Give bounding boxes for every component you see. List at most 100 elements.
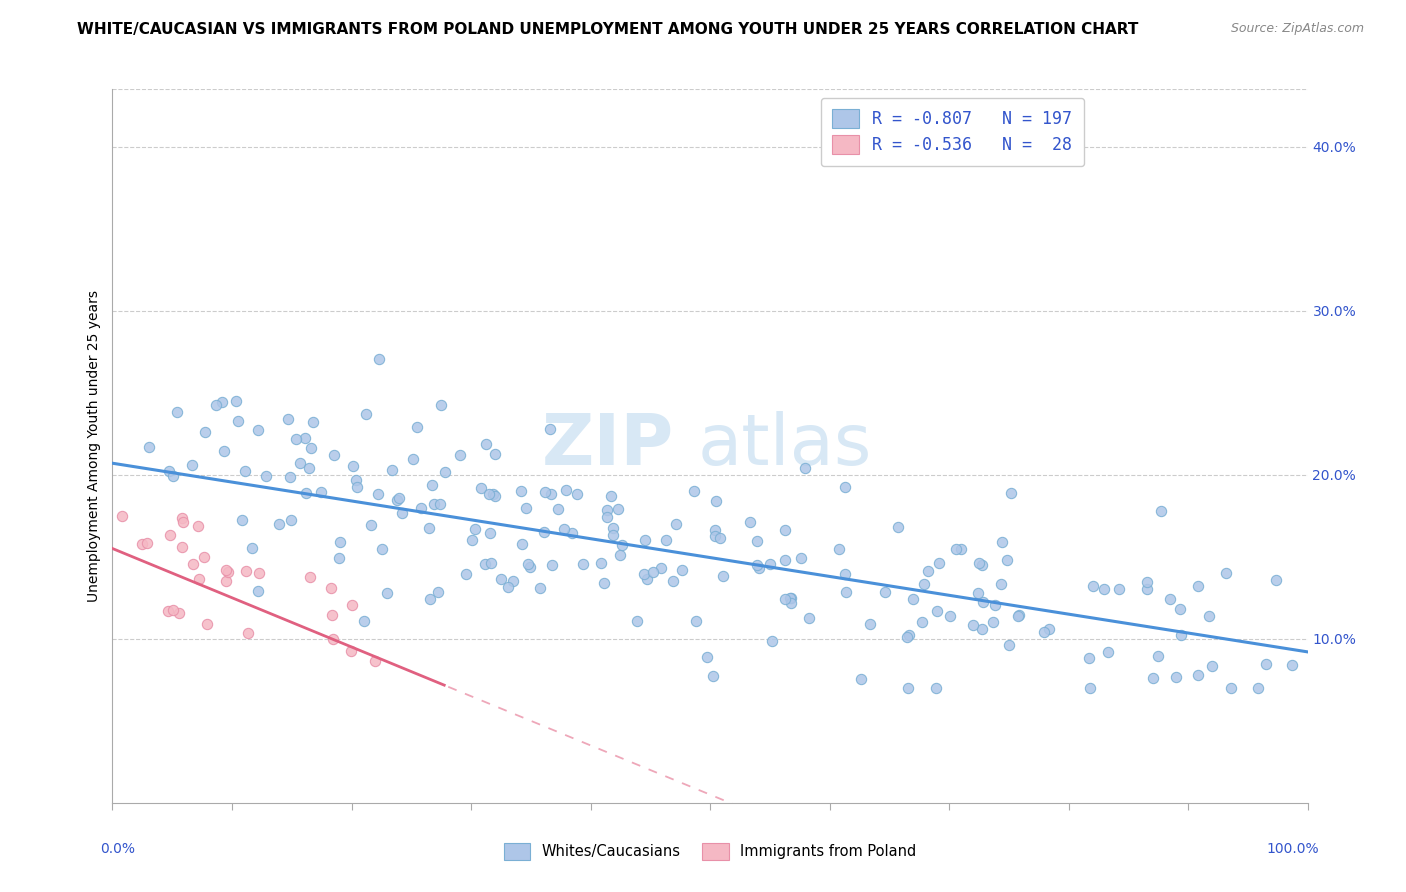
Point [873, 584, 896, 599]
Point [928, 556, 950, 570]
Point [449, 448, 471, 462]
Point [547, 501, 569, 516]
Point [157, 604, 180, 618]
Point [484, 489, 506, 503]
Text: 100.0%: 100.0% [1267, 842, 1320, 856]
Text: atlas: atlas [699, 411, 873, 481]
Point [409, 500, 432, 515]
Point [553, 522, 575, 536]
Point [298, 460, 321, 475]
Point [285, 432, 308, 446]
Point [990, 577, 1012, 591]
Point [1136, 574, 1159, 589]
Point [758, 557, 780, 571]
Point [1281, 657, 1303, 672]
Point [406, 419, 429, 434]
Point [972, 558, 994, 573]
Point [610, 538, 633, 552]
Point [555, 483, 578, 497]
Point [662, 574, 685, 588]
Point [529, 581, 551, 595]
Point [267, 517, 290, 532]
Point [193, 549, 215, 564]
Point [1187, 579, 1209, 593]
Point [419, 591, 441, 606]
Point [1108, 582, 1130, 597]
Point [859, 617, 882, 632]
Point [541, 558, 564, 573]
Point [747, 558, 769, 573]
Point [655, 533, 678, 547]
Point [1078, 651, 1101, 665]
Point [519, 560, 541, 574]
Point [225, 394, 247, 409]
Point [381, 463, 404, 477]
Point [641, 565, 664, 579]
Point [470, 481, 492, 495]
Point [997, 638, 1019, 652]
Point [157, 465, 180, 479]
Point [967, 556, 990, 570]
Point [962, 618, 984, 632]
Point [481, 556, 503, 570]
Point [711, 569, 734, 583]
Point [911, 615, 934, 630]
Point [346, 479, 368, 493]
Point [226, 414, 249, 428]
Point [162, 603, 184, 617]
Point [1092, 582, 1115, 596]
Point [828, 542, 851, 557]
Point [633, 566, 655, 581]
Point [233, 464, 256, 478]
Point [897, 628, 920, 642]
Point [187, 519, 209, 533]
Point [565, 487, 588, 501]
Point [897, 681, 920, 695]
Text: 0.0%: 0.0% [101, 842, 135, 856]
Point [593, 575, 616, 590]
Point [188, 572, 211, 586]
Point [1247, 681, 1270, 695]
Point [896, 630, 918, 644]
Point [516, 557, 538, 571]
Point [1000, 486, 1022, 500]
Point [703, 523, 725, 537]
Point [322, 632, 344, 647]
Point [685, 614, 707, 628]
Point [925, 681, 948, 695]
Point [596, 503, 619, 517]
Point [1187, 667, 1209, 681]
Point [1097, 645, 1119, 659]
Point [290, 456, 312, 470]
Point [474, 557, 496, 571]
Point [138, 440, 160, 454]
Text: WHITE/CAUCASIAN VS IMMIGRANTS FROM POLAND UNEMPLOYMENT AMONG YOUTH UNDER 25 YEAR: WHITE/CAUCASIAN VS IMMIGRANTS FROM POLAN… [77, 22, 1139, 37]
Point [371, 541, 394, 556]
Point [211, 395, 233, 409]
Point [420, 478, 443, 492]
Point [650, 561, 672, 575]
Point [797, 611, 820, 625]
Point [461, 533, 484, 548]
Point [385, 492, 408, 507]
Point [984, 599, 1007, 613]
Point [702, 669, 724, 683]
Point [773, 553, 796, 567]
Point [429, 398, 451, 412]
Point [949, 541, 972, 556]
Point [434, 465, 457, 479]
Point [972, 595, 994, 609]
Point [110, 508, 132, 523]
Point [981, 615, 1004, 629]
Point [479, 526, 502, 541]
Point [217, 565, 239, 579]
Point [481, 487, 503, 501]
Point [540, 487, 562, 501]
Point [834, 566, 856, 581]
Point [354, 407, 377, 421]
Text: ZIP: ZIP [541, 411, 675, 481]
Point [302, 415, 325, 429]
Point [235, 565, 257, 579]
Point [1215, 566, 1237, 581]
Point [740, 516, 762, 530]
